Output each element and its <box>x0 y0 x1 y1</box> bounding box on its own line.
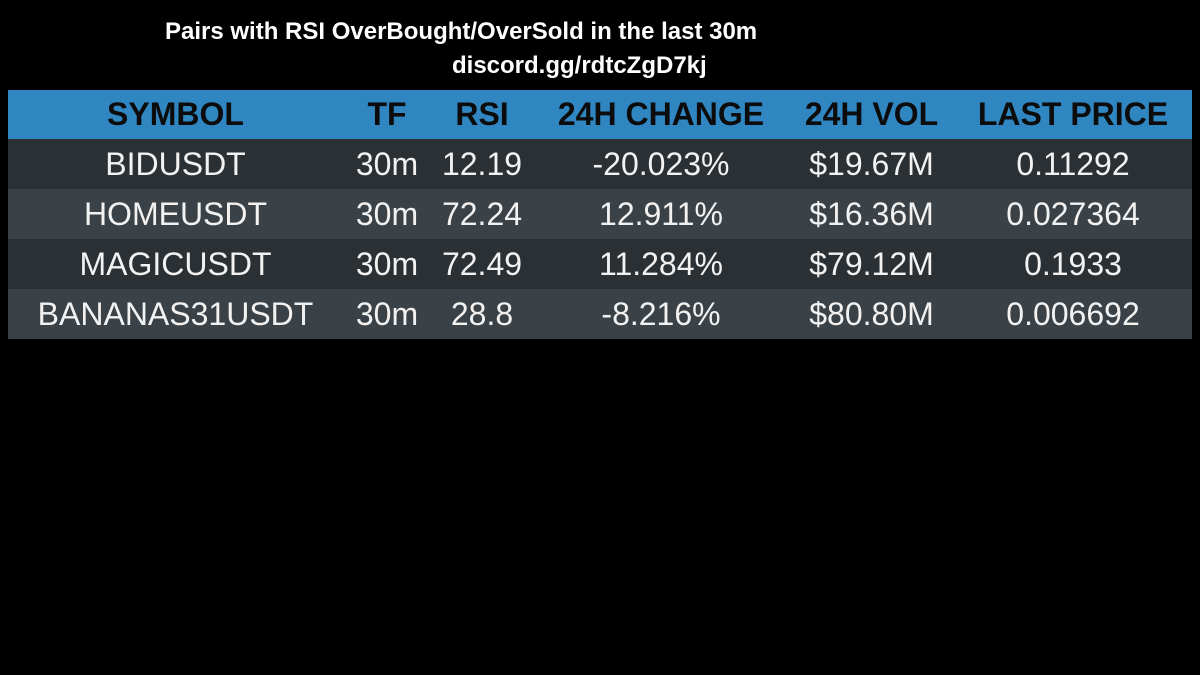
cell-24h-vol: $79.12M <box>789 239 954 289</box>
cell-tf: 30m <box>343 239 431 289</box>
cell-last-price: 0.11292 <box>954 139 1192 189</box>
rsi-pairs-table: SYMBOL TF RSI 24H CHANGE 24H VOL LAST PR… <box>8 90 1192 339</box>
cell-24h-vol: $80.80M <box>789 289 954 339</box>
cell-symbol: MAGICUSDT <box>8 239 343 289</box>
cell-last-price: 0.1933 <box>954 239 1192 289</box>
column-header-tf: TF <box>343 90 431 139</box>
cell-symbol: HOMEUSDT <box>8 189 343 239</box>
cell-24h-vol: $19.67M <box>789 139 954 189</box>
cell-rsi: 28.8 <box>431 289 533 339</box>
cell-24h-change: 12.911% <box>533 189 789 239</box>
cell-last-price: 0.027364 <box>954 189 1192 239</box>
cell-24h-change: -8.216% <box>533 289 789 339</box>
cell-rsi: 12.19 <box>431 139 533 189</box>
discord-link[interactable]: discord.gg/rdtcZgD7kj <box>452 52 707 79</box>
cell-24h-change: 11.284% <box>533 239 789 289</box>
table-header-row: SYMBOL TF RSI 24H CHANGE 24H VOL LAST PR… <box>8 90 1192 139</box>
table-row: HOMEUSDT 30m 72.24 12.911% $16.36M 0.027… <box>8 189 1192 239</box>
column-header-24h-vol: 24H VOL <box>789 90 954 139</box>
cell-rsi: 72.49 <box>431 239 533 289</box>
column-header-last-price: LAST PRICE <box>954 90 1192 139</box>
column-header-rsi: RSI <box>431 90 533 139</box>
table-row: BANANAS31USDT 30m 28.8 -8.216% $80.80M 0… <box>8 289 1192 339</box>
cell-24h-change: -20.023% <box>533 139 789 189</box>
table-row: BIDUSDT 30m 12.19 -20.023% $19.67M 0.112… <box>8 139 1192 189</box>
page-title: Pairs with RSI OverBought/OverSold in th… <box>165 18 758 45</box>
column-header-symbol: SYMBOL <box>8 90 343 139</box>
cell-symbol: BIDUSDT <box>8 139 343 189</box>
cell-tf: 30m <box>343 289 431 339</box>
cell-tf: 30m <box>343 189 431 239</box>
cell-tf: 30m <box>343 139 431 189</box>
cell-rsi: 72.24 <box>431 189 533 239</box>
cell-24h-vol: $16.36M <box>789 189 954 239</box>
cell-symbol: BANANAS31USDT <box>8 289 343 339</box>
cell-last-price: 0.006692 <box>954 289 1192 339</box>
column-header-24h-change: 24H CHANGE <box>533 90 789 139</box>
table-row: MAGICUSDT 30m 72.49 11.284% $79.12M 0.19… <box>8 239 1192 289</box>
